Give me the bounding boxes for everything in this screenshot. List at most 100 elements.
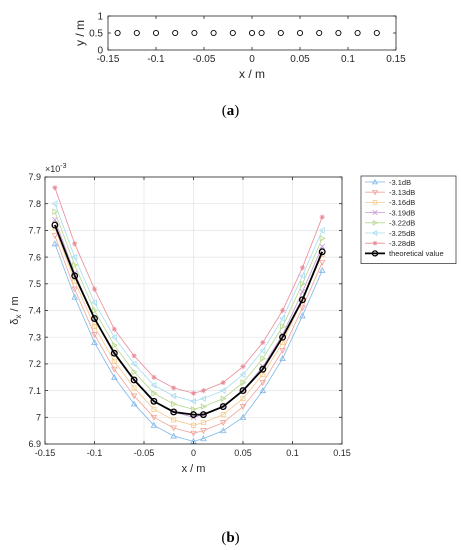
chart-b-point: [170, 408, 178, 416]
chart-b-point: [219, 403, 227, 411]
chart-b-point: [298, 296, 306, 304]
chart-b-series-4: [52, 208, 326, 413]
chart-a-point: [172, 29, 179, 37]
chart-b-point: [200, 420, 206, 426]
chart-b-series-line: [54, 235, 323, 434]
chart-b-point: [171, 385, 177, 391]
chart-b-legend-marker: [371, 230, 378, 236]
chart-b-point: [72, 261, 79, 269]
chart-b-x-tick-label: 0.15: [333, 448, 351, 458]
chart-b-y-axis-unit: / m: [9, 296, 21, 314]
chart-a-ticks: [107, 15, 397, 51]
chart-b-point: [71, 286, 78, 293]
chart-b-point: [190, 390, 197, 396]
chart-b: -0.15 -0.1 -0.05 0 0.05 0.1 0.15 6.9 7 7.1 7.2 7.3 7…: [9, 163, 457, 475]
chart-b-y-tick-label: 7: [36, 413, 41, 423]
chart-b-point: [52, 216, 58, 223]
chart-b-legend-entry: -3.25dB: [365, 229, 415, 238]
chart-b-series-line: [54, 211, 323, 410]
chart-b-legend-label: -3.13dB: [389, 188, 415, 197]
chart-b-point: [91, 286, 98, 292]
chart-b-point: [299, 280, 306, 288]
chart-b-point: [259, 365, 267, 373]
chart-b-point: [220, 395, 227, 402]
chart-a: -0.15 -0.1 -0.05 0 0.05 0.1 0.15 0 0.5 1 x / m y …: [73, 12, 406, 82]
chart-a-y-tick-label: 0: [97, 46, 103, 57]
caption-b: (b): [221, 530, 239, 546]
chart-b-point: [319, 214, 325, 220]
chart-b-point: [299, 312, 306, 319]
chart-b-point: [239, 404, 247, 411]
chart-b-point: [200, 403, 207, 410]
chart-a-x-tick-label: 0: [249, 54, 255, 65]
chart-b-legend-label: theoretical value: [389, 249, 444, 258]
chart-b-legend-entry: -3.19dB: [365, 208, 415, 217]
chart-a-point: [191, 29, 198, 37]
chart-b-point: [130, 393, 138, 400]
chart-a-x-tick-label: 0.15: [386, 54, 406, 65]
chart-a-point: [296, 29, 304, 37]
chart-b-point: [130, 360, 137, 368]
chart-b-point: [150, 421, 158, 428]
chart-b-series-line: [54, 224, 324, 416]
chart-b-point: [151, 406, 157, 412]
chart-b-y-exponent: ×10-3: [45, 163, 67, 174]
chart-b-point: [219, 427, 227, 434]
chart-b-point: [51, 233, 59, 240]
chart-b-legend-marker: [372, 219, 379, 226]
chart-b-point: [131, 385, 137, 391]
chart-b-series: [51, 185, 326, 444]
chart-b-point: [319, 243, 326, 250]
chart-b-legend-label: -3.22dB: [389, 219, 415, 228]
chart-b-legend-label: -3.19dB: [389, 208, 415, 217]
chart-b-point: [110, 333, 117, 341]
chart-b-legend-marker: [371, 250, 379, 257]
chart-b-point: [72, 241, 78, 247]
chart-b-point: [190, 411, 197, 419]
chart-a-point: [248, 29, 256, 37]
chart-b-y-axis-symbol: δ: [9, 319, 21, 325]
chart-b-series-line: [54, 227, 323, 426]
chart-b-point: [111, 373, 118, 380]
chart-b-point: [259, 380, 267, 387]
chart-a-point: [133, 29, 140, 37]
chart-b-point: [259, 387, 267, 394]
chart-b-point: [151, 389, 158, 397]
chart-b-y-tick-label: 7.6: [28, 252, 41, 262]
chart-b-point: [52, 185, 58, 191]
chart-b-legend-label: -3.16dB: [389, 198, 415, 207]
chart-b-point: [170, 392, 177, 400]
chart-b-series-5: [51, 200, 325, 405]
chart-b-point: [199, 395, 206, 402]
chart-b-point: [151, 374, 157, 380]
chart-b-point: [200, 435, 207, 442]
chart-b-point: [150, 381, 157, 389]
chart-b-exponent-power: -3: [60, 163, 66, 170]
chart-b-point: [220, 412, 226, 418]
chart-b-point: [51, 240, 59, 247]
chart-a-x-tick-label: -0.1: [147, 54, 165, 65]
chart-b-point: [92, 307, 98, 314]
chart-b-point: [171, 400, 178, 408]
chart-b-series-2: [52, 225, 325, 428]
chart-b-point: [200, 428, 207, 435]
chart-b-point: [130, 376, 138, 384]
chart-b-point: [200, 388, 206, 394]
chart-b-legend-marker: [372, 240, 378, 246]
chart-a-point: [210, 29, 217, 37]
chart-a-y-tick-label: 1: [97, 12, 103, 23]
chart-b-point: [171, 417, 177, 423]
chart-b-point: [319, 235, 326, 242]
chart-b-series-line: [54, 203, 323, 402]
chart-b-y-axis-subscript: x: [14, 315, 23, 319]
chart-b-point: [279, 333, 287, 341]
chart-b-legend-label: -3.25dB: [389, 229, 415, 238]
chart-b-y-tick-label: 7.9: [28, 172, 41, 182]
chart-a-point: [373, 29, 380, 37]
chart-b-point: [240, 379, 247, 386]
chart-a-point: [114, 29, 121, 37]
chart-b-point: [280, 323, 287, 330]
chart-a-axes-frame: [107, 15, 397, 51]
chart-b-point: [51, 221, 59, 229]
chart-b-series-6: [52, 185, 325, 396]
